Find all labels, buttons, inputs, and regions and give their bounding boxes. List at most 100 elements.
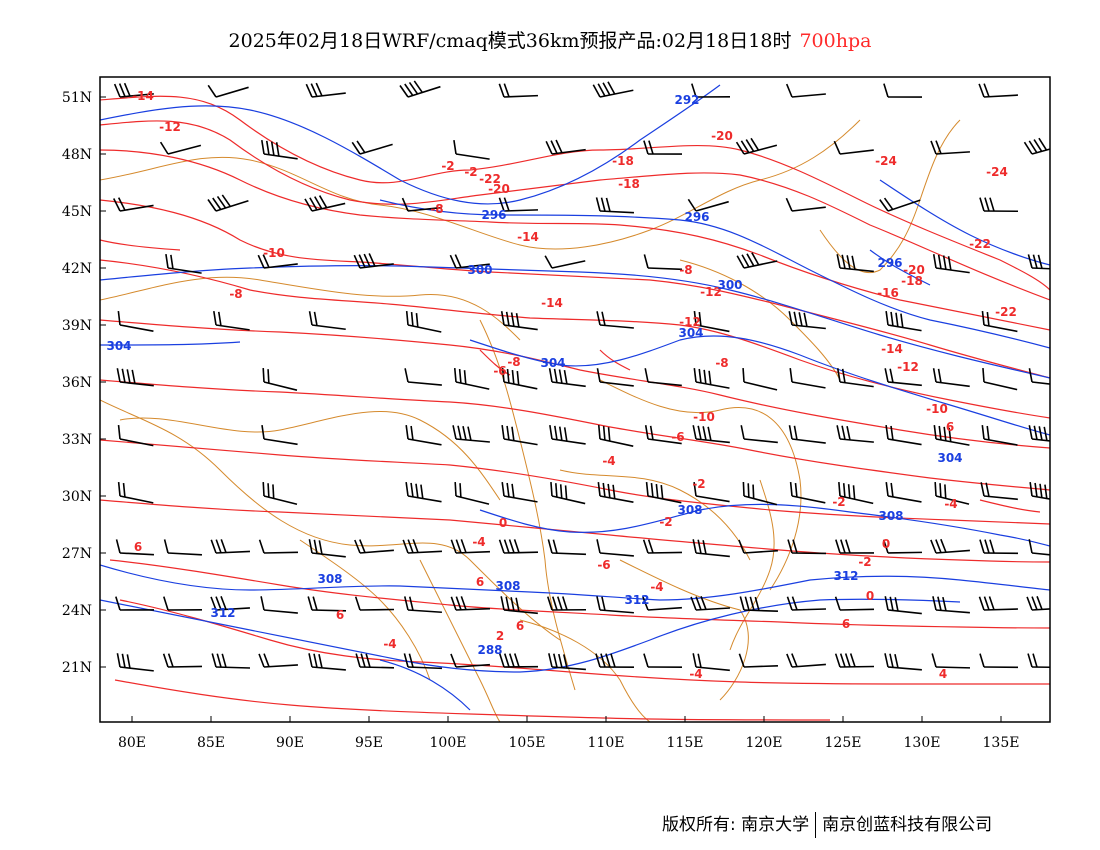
wind-barb (885, 482, 922, 503)
longitude-tick-label: 110E (588, 735, 625, 751)
latitude-tick-label: 39N (62, 318, 92, 334)
wind-barb (930, 538, 970, 554)
wind-barb (833, 140, 874, 155)
latitude-tick-label: 21N (62, 660, 92, 676)
wind-barb (261, 425, 298, 446)
wind-barb (785, 83, 826, 98)
wind-barb (545, 139, 586, 155)
wind-barb (982, 367, 1018, 391)
wind-barb (834, 653, 875, 668)
temperature-label: -10 (693, 410, 715, 424)
temperature-label: -18 (612, 154, 634, 168)
latitude-tick-label: 27N (62, 546, 92, 562)
wind-barb (453, 367, 490, 390)
wind-barb (979, 653, 1019, 669)
wind-barb (788, 311, 826, 330)
temperature-label: -12 (700, 285, 722, 299)
temperature-label: 4 (939, 667, 947, 681)
height-label: 304 (678, 326, 703, 340)
wind-barb (500, 311, 538, 331)
wind-barb (500, 596, 538, 615)
credit-company: 南京创蓝科技有限公司 (822, 815, 993, 835)
height-label: 304 (106, 339, 131, 353)
wind-barb (549, 425, 586, 445)
temperature-label: -4 (472, 535, 485, 549)
wind-barb (592, 81, 634, 98)
wind-barb (692, 539, 730, 558)
wind-barb (355, 653, 395, 669)
wind-barb (596, 596, 634, 614)
temperature-label: -2 (464, 165, 477, 179)
wind-barb (643, 653, 683, 668)
credit-divider (815, 812, 817, 838)
temperature-isotherms (100, 95, 1050, 721)
wind-barb (401, 197, 442, 212)
wind-barb (210, 539, 251, 554)
temperature-label: -22 (969, 237, 991, 251)
height-label: 308 (677, 503, 702, 517)
wind-barb (544, 255, 586, 269)
wind-barb (403, 596, 442, 614)
wind-barb (116, 653, 154, 672)
temperature-label: -2 (858, 555, 871, 569)
wind-barb (258, 539, 299, 554)
wind-barb (550, 481, 586, 505)
height-label: 304 (540, 356, 565, 370)
wind-barb (884, 368, 922, 387)
wind-barb (1027, 254, 1050, 270)
wind-barb (405, 482, 442, 503)
wind-barb (979, 539, 1019, 555)
longitude-axis: 80E 85E 90E 95E 100E 105E 110E 115E 120E 125E 130E… (118, 716, 1020, 751)
latitude-tick-label: 45N (62, 204, 92, 220)
wind-barb (501, 367, 538, 390)
temperature-labels: -14-12-2 -2 -22-20-18-18-20-24-24-8-14-10-… (132, 89, 1017, 681)
longitude-tick-label: 115E (667, 735, 704, 751)
wind-barb (454, 481, 490, 505)
wind-barb (885, 311, 922, 332)
longitude-tick-label: 135E (983, 735, 1020, 751)
temperature-label: -8 (679, 263, 692, 277)
wind-barb (692, 425, 730, 444)
longitude-tick-label: 105E (509, 735, 546, 751)
temperature-label: 0 (882, 537, 890, 551)
height-label: 308 (878, 509, 903, 523)
wind-barb (162, 653, 203, 668)
temperature-label: 6 (476, 575, 484, 589)
wind-barb (547, 539, 587, 556)
wind-barb (643, 140, 683, 155)
temperature-label: 6 (134, 540, 142, 554)
wind-barb (739, 596, 779, 613)
wind-barb (836, 368, 874, 388)
wind-barb (498, 653, 539, 668)
longitude-tick-label: 85E (197, 735, 225, 751)
temperature-label: -12 (897, 360, 919, 374)
wind-barb (1028, 368, 1050, 385)
height-label: 300 (467, 263, 492, 277)
wind-barb (738, 653, 779, 668)
wind-barb (785, 197, 826, 212)
wind-barb (308, 653, 346, 671)
wind-barb (934, 481, 970, 505)
wind-barb (498, 539, 539, 554)
wind-barb (159, 141, 202, 155)
height-labels: 292 296 296 300 300 304 304 304 304 308 308 308 308 3… (106, 93, 962, 657)
temperature-label: 0 (499, 516, 507, 530)
wind-barb (207, 194, 249, 212)
wind-barb (213, 311, 250, 331)
temperature-label: -2 (692, 477, 705, 491)
wind-barb (690, 596, 730, 611)
wind-barb (788, 425, 826, 444)
wind-barb (1027, 653, 1050, 669)
temperature-label: -24 (986, 165, 1008, 179)
wind-barb (547, 596, 587, 611)
credit-rights: 版权所有: 南京大学 (662, 815, 810, 835)
temperature-label: -10 (926, 402, 948, 416)
wind-barb (113, 197, 154, 212)
wind-barb (738, 539, 778, 554)
wind-barb (403, 653, 443, 670)
wind-barb (452, 425, 490, 443)
wind-barb (353, 253, 394, 269)
wind-barb (835, 539, 875, 554)
wind-barb (498, 83, 539, 98)
wind-barb (787, 539, 827, 555)
